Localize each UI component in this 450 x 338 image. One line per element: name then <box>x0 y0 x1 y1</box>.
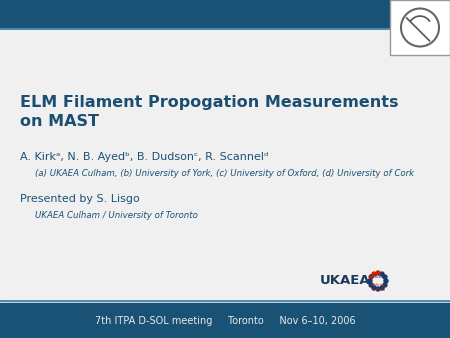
Text: UKAEA Culham / University of Toronto: UKAEA Culham / University of Toronto <box>35 212 198 220</box>
Bar <box>0 0 450 27</box>
Circle shape <box>383 275 387 279</box>
Text: Making
it Real: Making it Real <box>371 283 385 292</box>
Circle shape <box>384 279 388 283</box>
Circle shape <box>372 286 376 290</box>
Circle shape <box>380 286 384 290</box>
Text: ELM Filament Propogation Measurements: ELM Filament Propogation Measurements <box>20 95 399 110</box>
Text: UKAEA: UKAEA <box>320 274 371 288</box>
Circle shape <box>369 283 373 287</box>
Circle shape <box>368 279 372 283</box>
Text: (a) UKAEA Culham, (b) University of York, (c) University of Oxford, (d) Universi: (a) UKAEA Culham, (b) University of York… <box>35 169 414 178</box>
Circle shape <box>380 272 384 276</box>
Circle shape <box>383 283 387 287</box>
Text: A. Kirkᵃ, N. B. Ayedᵇ, B. Dudsonᶜ, R. Scannelᵈ: A. Kirkᵃ, N. B. Ayedᵇ, B. Dudsonᶜ, R. Sc… <box>20 152 269 162</box>
Bar <box>390 0 450 55</box>
Circle shape <box>372 272 376 276</box>
Circle shape <box>369 275 373 279</box>
Circle shape <box>376 271 380 275</box>
Text: Fusion: Fusion <box>369 274 387 280</box>
Circle shape <box>376 287 380 291</box>
Text: on MAST: on MAST <box>20 115 99 129</box>
Text: Presented by S. Lisgo: Presented by S. Lisgo <box>20 194 140 204</box>
Text: 7th ITPA D-SOL meeting     Toronto     Nov 6–10, 2006: 7th ITPA D-SOL meeting Toronto Nov 6–10,… <box>94 315 356 325</box>
Bar <box>0 303 450 338</box>
